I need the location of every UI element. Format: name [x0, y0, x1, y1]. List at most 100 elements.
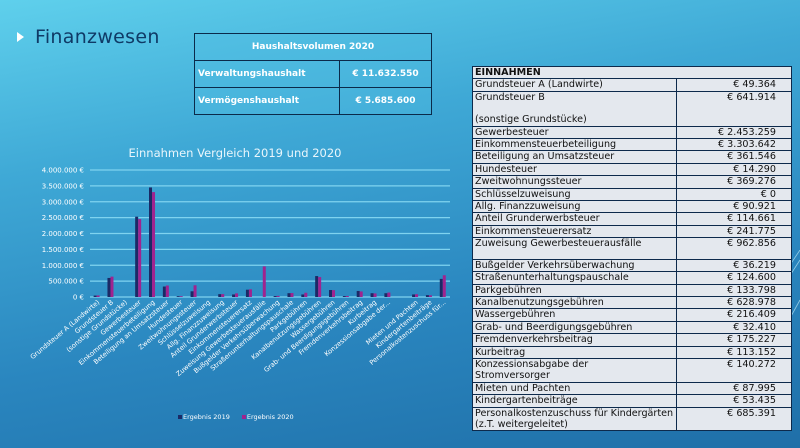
- bar-2019: [384, 293, 388, 297]
- row-label-line: Mieten und Pachten: [475, 382, 571, 394]
- table-row: Einkommensteuerbeteiligung € 3.303.642: [472, 138, 792, 152]
- row-label-line: Einkommensteuerersatz: [475, 225, 592, 237]
- row-value: € 361.546: [676, 150, 792, 164]
- row-label: Grab- und Beerdigungsgebühren: [472, 320, 677, 335]
- bar-2020: [345, 295, 349, 297]
- row-label-line: Hundesteuer: [475, 163, 537, 175]
- table-row: Zweitwohnungssteuer € 369.276: [472, 175, 792, 189]
- row-label: Verwaltungshaushalt: [194, 60, 340, 88]
- bar-2020: [96, 295, 100, 297]
- row-label-line: Gewerbesteuer: [475, 126, 549, 138]
- bar-2019: [162, 286, 166, 297]
- bar-2019: [301, 294, 305, 297]
- row-label-line-2: (sonstige Grundstücke): [475, 114, 587, 126]
- bar-2019: [342, 296, 346, 297]
- row-value: € 2.453.259: [676, 125, 792, 140]
- row-label-line-2: Stromversorger: [475, 370, 550, 382]
- einnahmen-table: EINNAHMEN Grundsteuer A (Landwirte) € 49.…: [472, 65, 792, 432]
- table-row: Fremdenverkehrsbeitrag € 175.227: [472, 333, 792, 347]
- legend-item-2019: Ergebnis 2019: [178, 413, 230, 421]
- row-value: € 124.600: [676, 271, 792, 285]
- bar-2019: [93, 295, 97, 297]
- bar-chart: 0 € 500.000 € 1.000.000 € 1.500.000 € 2.000.…: [29, 167, 450, 378]
- row-label-line: Einkommensteuerbeteiligung: [475, 139, 617, 151]
- y-tick-label: 500.000 €: [48, 278, 84, 286]
- bar-2020: [373, 293, 377, 297]
- table-row: Parkgebühren € 133.798: [472, 283, 792, 297]
- bar-2020: [165, 285, 169, 297]
- row-label-line: Schlüsselzuweisung: [475, 188, 571, 200]
- row-value: € 49.364: [676, 78, 792, 92]
- row-label: Kanalbenutzungsgebühren: [472, 295, 677, 310]
- table-row: Straßenunterhaltungspauschale € 124.600: [472, 271, 792, 285]
- table-header-row: Haushaltsvolumen 2020: [194, 33, 432, 61]
- row-label: Bußgelder Verkehrsüberwachung: [472, 258, 677, 273]
- row-value: € 87.995: [676, 381, 792, 396]
- bar-2020: [332, 290, 336, 297]
- row-value: € 216.409: [676, 308, 792, 322]
- table-row: Einkommensteuerersatz € 241.775: [472, 224, 792, 239]
- table-row: Personalkostenzuschuss für Kindergärten(…: [472, 406, 792, 432]
- table-row: Kindergartenbeiträge € 53.435: [472, 394, 792, 408]
- bar-2020: [152, 192, 156, 297]
- row-value: € 3.303.642: [676, 138, 792, 152]
- haushaltsvolumen-table: Haushaltsvolumen 2020 Verwaltungshaushal…: [194, 33, 432, 115]
- row-label: Zweitwohnungssteuer: [472, 175, 677, 189]
- row-label-line: Straßenunterhaltungspauschale: [475, 272, 629, 284]
- row-value: € 641.914: [676, 90, 792, 127]
- row-label-line: Beteiligung an Umsatzsteuer: [475, 151, 615, 163]
- row-value: € 113.152: [676, 345, 792, 359]
- legend-swatch-2020: [241, 415, 246, 419]
- table-row: Wassergebühren € 216.409: [472, 308, 792, 322]
- bar-2019: [218, 294, 222, 297]
- table-row: Schlüsselzuweisung € 0: [472, 187, 792, 202]
- row-label: Hundesteuer: [472, 162, 677, 177]
- table-row: Beteiligung an Umsatzsteuer € 361.546: [472, 150, 792, 164]
- bar-2019: [315, 276, 319, 297]
- bar-2019: [135, 216, 139, 297]
- chart-title: Einnahmen Vergleich 2019 und 2020: [128, 146, 342, 160]
- row-label: Grundsteuer B (sonstige Grundstücke): [472, 90, 677, 127]
- einnahmen-header: EINNAHMEN: [472, 65, 792, 80]
- row-value: € 11.632.550: [339, 60, 432, 88]
- bar-2020: [304, 292, 308, 297]
- table-row: Vermögenshaushalt € 5.685.600: [194, 87, 432, 115]
- row-label-line: Kurbeitrag: [475, 346, 526, 358]
- bar-2020: [276, 295, 280, 297]
- slide-title-wrap: Finanzwesen: [17, 26, 160, 48]
- row-label: Grundsteuer A (Landwirte): [472, 78, 677, 92]
- row-label-line: Anteil Grunderwerbsteuer: [475, 213, 600, 225]
- bar-2019: [287, 293, 291, 297]
- bar-2019: [273, 296, 277, 297]
- bar-2020: [179, 296, 183, 297]
- table-row: Kurbeitrag € 113.152: [472, 345, 792, 359]
- bar-2020: [262, 266, 266, 297]
- row-label: Beteiligung an Umsatzsteuer: [472, 150, 677, 164]
- row-label: Straßenunterhaltungspauschale: [472, 271, 677, 285]
- table-row: Zuweisung Gewerbesteuerausfälle € 962.856: [472, 237, 792, 260]
- row-label: Fremdenverkehrsbeitrag: [472, 333, 677, 347]
- row-value: € 369.276: [676, 175, 792, 189]
- row-label: Kindergartenbeiträge: [472, 394, 677, 408]
- y-tick-label: 1.500.000 €: [42, 246, 84, 254]
- bar-2019: [232, 294, 236, 297]
- row-label-line: Zuweisung Gewerbesteuerausfälle: [475, 238, 642, 250]
- legend-label-2019: Ergebnis 2019: [183, 413, 230, 421]
- row-label: Gewerbesteuer: [472, 125, 677, 140]
- row-value: € 133.798: [676, 283, 792, 297]
- bar-2019: [439, 278, 443, 297]
- row-label-line: Personalkostenzuschuss für Kindergärten: [475, 407, 674, 419]
- row-value: € 114.661: [676, 212, 792, 226]
- row-label: Personalkostenzuschuss für Kindergärten(…: [472, 406, 677, 432]
- row-value: € 628.978: [676, 295, 792, 310]
- bar-2019: [149, 187, 153, 297]
- row-value: € 685.391: [676, 406, 792, 432]
- bar-2020: [138, 219, 142, 297]
- row-value: € 0: [676, 187, 792, 202]
- triangle-bullet-icon: [17, 32, 24, 42]
- bar-2019: [329, 290, 333, 297]
- row-label: Anteil Grunderwerbsteuer: [472, 212, 677, 226]
- row-value: € 962.856: [676, 237, 792, 260]
- row-label-line: Parkgebühren: [475, 284, 542, 296]
- bar-2020: [318, 277, 322, 297]
